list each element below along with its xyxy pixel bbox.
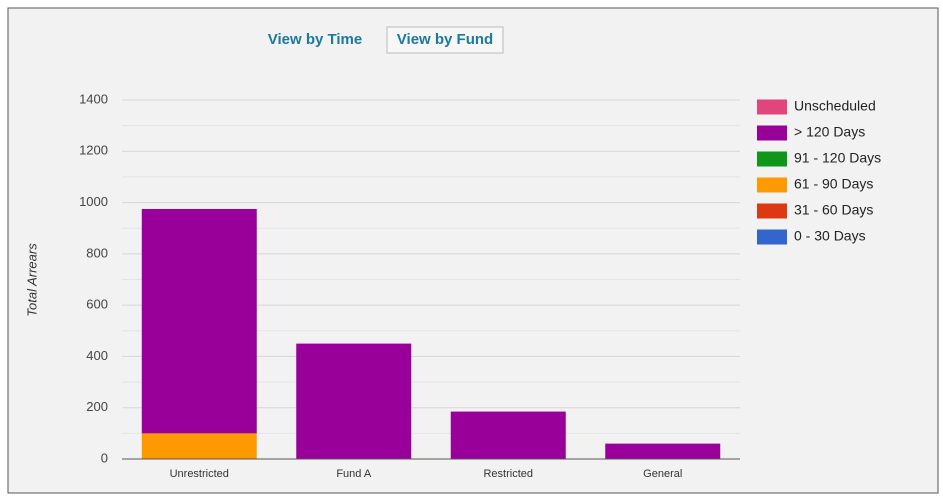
y-tick-label: 200 <box>86 399 108 414</box>
legend-swatch <box>757 177 787 193</box>
tab-active-box[interactable] <box>386 26 504 54</box>
x-tick-label: Fund A <box>336 468 372 480</box>
bar-segment <box>450 411 566 459</box>
legend-swatch <box>757 203 787 219</box>
legend-label: Unscheduled <box>794 98 876 114</box>
legend-label: 61 - 90 Days <box>794 176 873 192</box>
legend-label: 31 - 60 Days <box>794 202 873 218</box>
y-axis-label: Total Arrears <box>24 243 39 317</box>
bar-segment <box>141 208 257 434</box>
y-tick-label: 800 <box>86 245 108 260</box>
tab-time[interactable]: View by Time <box>268 31 363 48</box>
y-tick-label: 1200 <box>79 143 108 158</box>
bar-segment <box>605 443 721 459</box>
tab-fund[interactable]: View by Fund <box>397 31 493 48</box>
bar-segment <box>141 433 257 459</box>
y-tick-label: 600 <box>86 297 108 312</box>
legend-label: > 120 Days <box>794 124 865 140</box>
legend-label: 0 - 30 Days <box>794 228 866 244</box>
legend-swatch <box>757 125 787 141</box>
legend-label: 91 - 120 Days <box>794 150 881 166</box>
legend-swatch <box>757 229 787 245</box>
bar-segment <box>296 343 412 459</box>
legend-swatch <box>757 99 787 115</box>
y-tick-label: 1400 <box>79 91 108 106</box>
x-tick-label: Restricted <box>483 468 533 480</box>
y-tick-label: 0 <box>101 450 108 465</box>
legend-swatch <box>757 151 787 167</box>
x-tick-label: Unrestricted <box>170 468 229 480</box>
x-tick-label: General <box>643 468 682 480</box>
y-tick-label: 1000 <box>79 194 108 209</box>
y-tick-label: 400 <box>86 348 108 363</box>
